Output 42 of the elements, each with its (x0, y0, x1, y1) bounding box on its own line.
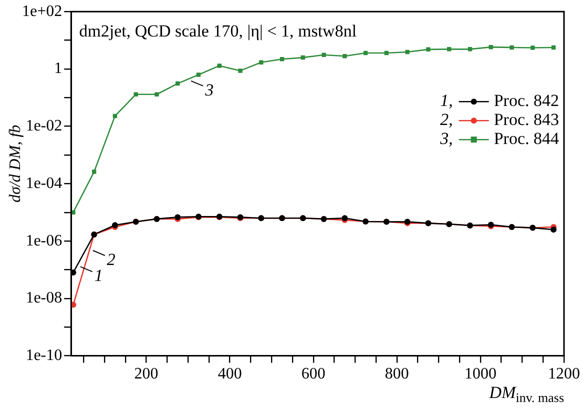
annotation: 3 (204, 80, 214, 100)
y-tick-label: 1e-04 (26, 174, 62, 192)
x-tick-label: 200 (134, 366, 158, 383)
y-tick-label: 1 (54, 60, 62, 78)
point (510, 45, 514, 50)
point (405, 50, 410, 54)
y-tick-label: 1e-08 (26, 290, 62, 307)
y-tick-label: 1e-06 (26, 232, 62, 250)
x-tick-label: 800 (384, 366, 409, 383)
y-tick-label: 1e-02 (26, 118, 62, 135)
annotation: 1 (94, 266, 103, 286)
point (530, 46, 535, 50)
y-axis-title: dσ/d DM, fb (7, 124, 24, 203)
point (217, 64, 222, 68)
annotation: 1, (440, 91, 453, 110)
point (468, 47, 472, 52)
point (154, 92, 159, 97)
x-tick-label: 600 (301, 366, 326, 383)
point (342, 54, 347, 58)
point (280, 57, 284, 62)
point (176, 81, 180, 86)
point (426, 47, 430, 52)
x-tick-label: 400 (218, 366, 242, 383)
point (134, 92, 138, 97)
x-tick-label: 1200 (548, 366, 580, 383)
text: dm2jet, QCD scale 170, |η| < 1, mstw8nl (79, 22, 357, 41)
point (92, 170, 96, 174)
y-tick-label: 1e+02 (22, 2, 62, 20)
legend-label: Proc. 843 (494, 110, 559, 130)
legend-label: Proc. 844 (494, 129, 560, 148)
point (238, 68, 242, 73)
point (259, 60, 264, 64)
point (550, 226, 557, 233)
point (196, 72, 201, 77)
annotation: 2, (440, 110, 453, 130)
legend-label: Proc. 842 (494, 91, 559, 110)
annotation: 2 (106, 250, 116, 269)
annotation: 3, (439, 129, 453, 148)
y-tick-label: 1e-10 (26, 347, 62, 364)
x-tick-label: 1000 (464, 366, 496, 383)
point (322, 52, 326, 57)
point (447, 47, 452, 52)
